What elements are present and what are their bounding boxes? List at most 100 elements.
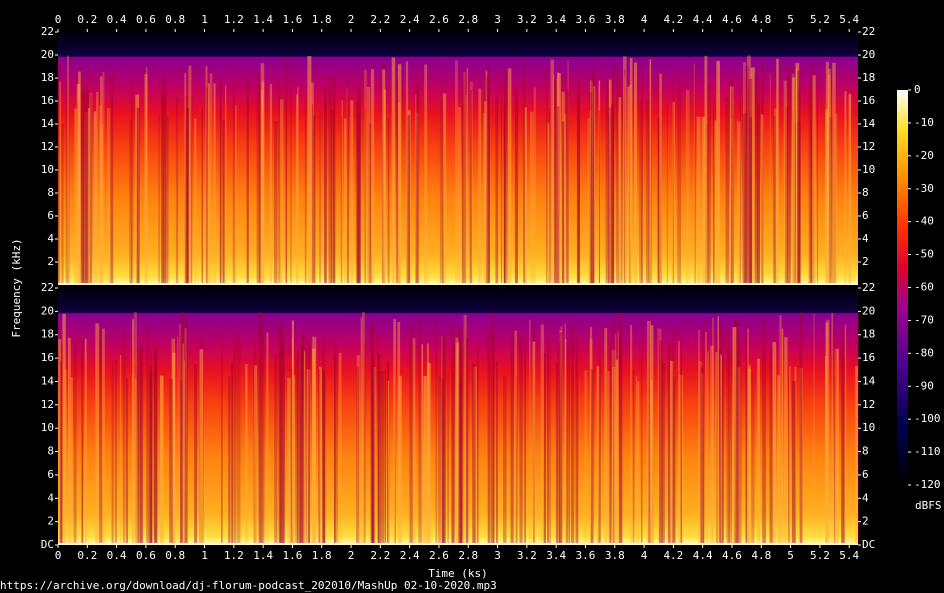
texture bbox=[504, 82, 506, 284]
texture bbox=[279, 99, 284, 284]
x-tick-label: 4.2 bbox=[663, 13, 683, 26]
y-tick-label: 4 bbox=[47, 232, 54, 245]
texture bbox=[832, 62, 836, 283]
texture bbox=[857, 311, 860, 543]
y-tick-label: 16 bbox=[41, 94, 54, 107]
texture bbox=[65, 82, 70, 284]
texture bbox=[716, 335, 718, 543]
texture bbox=[720, 324, 724, 543]
texture bbox=[735, 319, 739, 543]
texture bbox=[67, 55, 69, 283]
x-tick-label: 2 bbox=[348, 13, 355, 26]
y-tick-label: 14 bbox=[41, 117, 55, 130]
texture bbox=[657, 328, 662, 543]
texture bbox=[166, 115, 169, 283]
texture bbox=[612, 318, 615, 543]
texture bbox=[577, 81, 581, 283]
texture bbox=[314, 361, 316, 543]
texture bbox=[524, 107, 527, 283]
texture bbox=[836, 349, 839, 543]
texture bbox=[423, 376, 427, 543]
texture bbox=[213, 83, 216, 284]
texture bbox=[792, 110, 796, 283]
texture bbox=[261, 81, 265, 283]
texture bbox=[297, 86, 299, 283]
y-tick-label: 4 bbox=[47, 491, 54, 504]
x-tick-label: 3 bbox=[494, 549, 501, 562]
texture bbox=[148, 372, 153, 543]
texture bbox=[360, 317, 363, 543]
texture bbox=[744, 110, 748, 283]
texture bbox=[637, 381, 640, 543]
texture bbox=[589, 338, 593, 543]
texture bbox=[630, 325, 633, 543]
texture bbox=[749, 364, 751, 543]
texture bbox=[421, 344, 423, 543]
x-tick-label: 3.2 bbox=[517, 549, 537, 562]
texture bbox=[598, 341, 601, 543]
texture bbox=[350, 100, 354, 283]
texture bbox=[720, 354, 722, 543]
texture bbox=[391, 57, 396, 284]
texture bbox=[221, 327, 223, 543]
texture bbox=[473, 366, 477, 543]
texture bbox=[110, 73, 114, 284]
texture bbox=[714, 120, 717, 283]
texture bbox=[825, 322, 829, 543]
texture bbox=[661, 359, 664, 543]
texture bbox=[848, 93, 852, 284]
texture bbox=[825, 355, 827, 543]
texture bbox=[503, 70, 508, 284]
texture bbox=[605, 80, 610, 284]
texture bbox=[787, 65, 791, 284]
texture bbox=[258, 312, 263, 543]
texture bbox=[258, 83, 261, 283]
texture bbox=[556, 106, 560, 283]
texture bbox=[278, 322, 282, 543]
texture bbox=[524, 335, 526, 543]
texture bbox=[184, 73, 187, 284]
texture bbox=[114, 359, 117, 543]
y-tick-label: 8 bbox=[862, 186, 869, 199]
texture bbox=[74, 108, 77, 283]
y-tick-label: 12 bbox=[41, 140, 54, 153]
texture bbox=[398, 103, 401, 283]
texture bbox=[102, 328, 105, 543]
texture bbox=[199, 349, 204, 543]
texture bbox=[61, 123, 64, 283]
texture bbox=[829, 117, 833, 284]
texture bbox=[797, 122, 801, 284]
x-tick-label: 2.4 bbox=[400, 13, 420, 26]
texture bbox=[717, 316, 719, 543]
texture bbox=[816, 58, 819, 283]
texture bbox=[794, 123, 797, 283]
texture bbox=[785, 107, 788, 283]
texture bbox=[463, 71, 466, 283]
texture bbox=[791, 381, 796, 543]
texture bbox=[146, 324, 150, 543]
texture bbox=[559, 330, 562, 543]
x-tick-label: 4.8 bbox=[751, 549, 771, 562]
texture bbox=[135, 366, 140, 543]
texture bbox=[466, 67, 469, 283]
x-tick-label: 3.8 bbox=[605, 13, 625, 26]
texture bbox=[89, 93, 93, 283]
texture bbox=[59, 361, 63, 543]
texture bbox=[131, 80, 134, 283]
texture bbox=[713, 94, 715, 284]
texture bbox=[412, 338, 416, 543]
texture bbox=[556, 78, 558, 283]
texture bbox=[296, 349, 301, 543]
texture bbox=[333, 75, 336, 283]
texture bbox=[438, 375, 441, 543]
texture bbox=[844, 91, 847, 283]
texture bbox=[772, 342, 777, 543]
texture bbox=[677, 78, 682, 283]
texture bbox=[180, 380, 183, 543]
x-tick-label: 0.8 bbox=[165, 549, 185, 562]
texture bbox=[560, 326, 563, 543]
texture bbox=[575, 335, 579, 543]
texture bbox=[364, 109, 366, 283]
texture bbox=[855, 365, 858, 543]
